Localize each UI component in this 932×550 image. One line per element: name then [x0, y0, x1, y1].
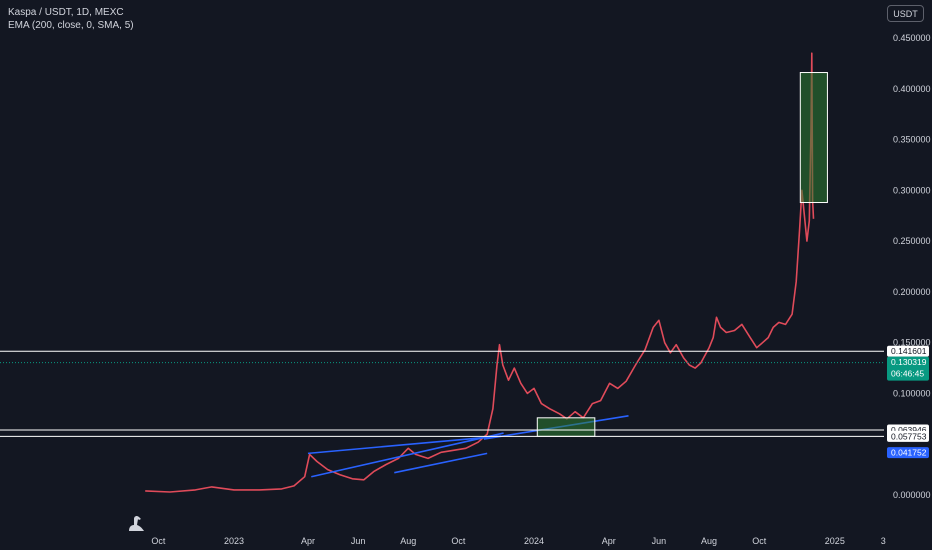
x-tick-label-7: Apr: [602, 536, 616, 546]
highlight-box-0: [536, 417, 596, 437]
price-label-bg-1: [887, 356, 929, 381]
y-tick-label-3: 0.300000: [893, 185, 931, 195]
price-label-2: 0.063946: [891, 425, 927, 435]
indicator-title: EMA (200, close, 0, SMA, 5): [8, 20, 134, 31]
price-label-1: 0.130319: [891, 357, 927, 367]
x-tick-label-10: Oct: [752, 536, 767, 546]
y-tick-label-8: 0.000000: [893, 490, 931, 500]
symbol-title: Kaspa / USDT, 1D, MEXC: [8, 7, 124, 18]
y-tick-label-0: 0.450000: [893, 33, 931, 43]
y-tick-label-1: 0.400000: [893, 84, 931, 94]
price-label-4: 0.041752: [891, 448, 927, 458]
price-label-bg-4: [887, 447, 929, 459]
price-label-3: 0.057753: [891, 431, 927, 441]
highlight-box-1: [799, 72, 828, 204]
price-label-0: 0.141601: [891, 346, 927, 356]
y-tick-label-4: 0.250000: [893, 236, 931, 246]
x-tick-label-6: 2024: [524, 536, 544, 546]
tradingview-logo-icon[interactable]: [126, 511, 148, 533]
y-tick-label-6: 0.150000: [893, 338, 931, 348]
trendline-1: [311, 432, 504, 478]
x-tick-label-8: Jun: [652, 536, 667, 546]
x-tick-label-5: Oct: [451, 536, 466, 546]
x-tick-label-0: Oct: [151, 536, 166, 546]
x-tick-label-11: 2025: [825, 536, 845, 546]
chart-legend: Kaspa / USDT, 1D, MEXC EMA (200, close, …: [8, 6, 134, 32]
trendline-0: [307, 435, 502, 455]
countdown-label: 06:46:45: [891, 369, 924, 379]
x-tick-label-9: Aug: [701, 536, 717, 546]
x-tick-label-1: 2023: [224, 536, 244, 546]
y-tick-label-5: 0.200000: [893, 287, 931, 297]
x-tick-label-4: Aug: [400, 536, 416, 546]
price-label-bg-0: [887, 345, 929, 357]
trendline-2: [394, 452, 488, 474]
y-tick-label-7: 0.100000: [893, 388, 931, 398]
price-label-bg-3: [887, 430, 929, 442]
currency-button[interactable]: USDT: [887, 5, 924, 22]
y-tick-label-2: 0.350000: [893, 135, 931, 145]
x-tick-label-12: 3: [881, 536, 886, 546]
x-tick-label-2: Apr: [301, 536, 315, 546]
x-tick-label-3: Jun: [351, 536, 366, 546]
price-series-line: [145, 52, 815, 493]
